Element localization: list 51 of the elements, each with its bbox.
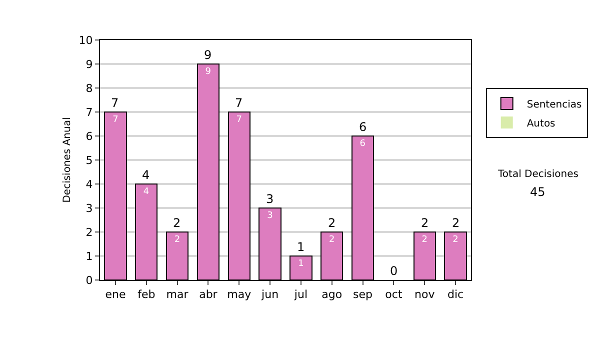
y-tick-label: 8 [86,82,93,95]
x-tick-label: jul [293,288,308,302]
y-tick-label: 7 [86,106,93,119]
y-tick-label: 2 [86,226,93,239]
data-label: 6 [360,139,366,149]
total-label: 7 [111,96,119,110]
data-label: 2 [329,235,335,245]
text: 45 [530,185,546,199]
x-tick-label: abr [199,288,218,302]
text: Total Decisiones [497,169,578,180]
y-axis-title: Decisiones Anual [62,117,73,203]
x-tick-label: ago [322,288,342,302]
total-label: 6 [359,120,367,134]
x-tick-label: sep [353,288,373,302]
x-tick-label: ene [105,288,126,302]
x-tick-label: oct [385,288,403,302]
x-tick-label: jun [260,288,279,302]
total-label: 9 [204,48,212,62]
total-label: 3 [266,192,274,206]
y-tick-label: 3 [86,202,93,215]
legend-label: Sentencias [526,99,582,110]
total-label: 1 [297,240,305,254]
x-tick-label: dic [447,288,464,302]
data-label: 9 [205,67,212,77]
y-tick-label: 0 [86,274,93,287]
y-tick-label: 1 [86,250,93,263]
x-tick-label: mar [166,288,189,302]
data-label: 2 [174,235,180,245]
total-label: 2 [421,216,429,230]
data-label: 7 [112,115,118,125]
x-tick-label: feb [138,288,156,302]
total-label: 4 [142,168,150,182]
y-tick-label: 6 [86,130,93,143]
data-label: 7 [236,115,242,125]
total-label: 2 [173,216,181,230]
legend-label: Autos [526,118,556,130]
data-label: 1 [298,259,304,269]
total-label: 2 [328,216,336,230]
y-tick-label: 10 [78,34,93,47]
y-tick-label: 4 [86,178,93,191]
x-tick-label: may [227,288,252,302]
data-label: 3 [267,211,273,221]
y-tick-label: 5 [86,154,93,167]
data-label: 4 [143,187,150,197]
data-label: 2 [452,235,458,245]
total-label: 0 [390,264,398,278]
x-tick-label: nov [414,288,436,302]
y-tick-label: 9 [86,58,93,71]
total-label: 2 [452,216,460,230]
data-label: 2 [422,235,428,245]
total-label: 7 [235,96,243,110]
